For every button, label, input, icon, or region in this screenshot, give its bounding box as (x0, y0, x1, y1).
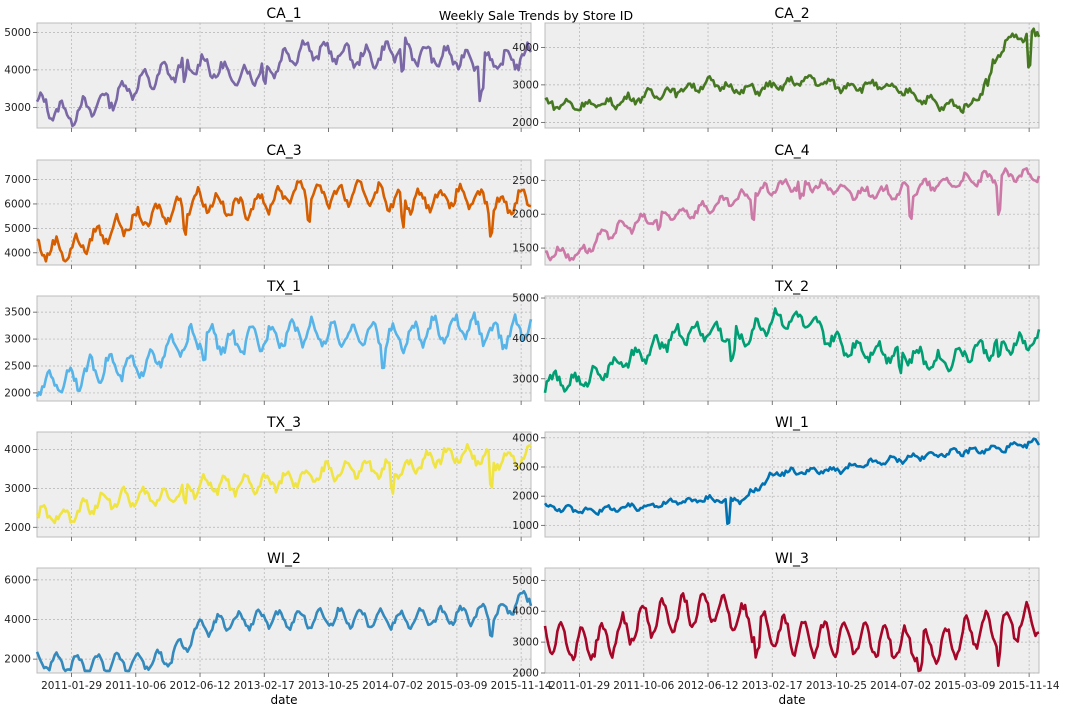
x-tick-label: 2015-11-14 (999, 680, 1060, 692)
figure-title: Weekly Sale Trends by Store ID (438, 8, 634, 23)
series-line-ca-1 (35, 36, 533, 128)
panel-ca-4: 1500 2000 2500 CA_4 (512, 143, 1041, 269)
series-line-tx-1 (35, 311, 533, 398)
y-tick-label: 2500 (512, 175, 539, 187)
y-tick-label: 2000 (4, 654, 31, 666)
y-tick-label: 3000 (4, 102, 31, 114)
series-line-tx-3 (35, 442, 532, 525)
panel-ca-1: 3000 4000 5000 CA_1 (4, 6, 533, 132)
y-tick-label: 3000 (4, 483, 31, 495)
plot-area (544, 22, 1040, 129)
x-tick-label: 2015-03-09 (934, 680, 995, 692)
x-tick-label: 2011-10-06 (613, 680, 674, 692)
y-tick-label: 4000 (512, 606, 539, 618)
panel-tx-3: 2000 3000 4000 TX_3 (4, 415, 532, 541)
panel-title: TX_2 (774, 279, 809, 295)
panel-wi-1: 1000 2000 3000 4000 WI_1 (512, 415, 1041, 541)
series-line-wi-2 (35, 589, 533, 673)
y-tick-label: 7000 (4, 174, 31, 186)
panel-title: CA_2 (774, 6, 809, 22)
panel-title: TX_3 (266, 415, 301, 431)
x-tick-label: 2013-02-17 (234, 680, 295, 692)
series-line-tx-2 (543, 307, 1041, 394)
x-tick-label: 2015-03-09 (426, 680, 487, 692)
y-tick-label: 3000 (512, 637, 539, 649)
y-tick-label: 3000 (512, 79, 539, 91)
series-line-wi-3 (543, 592, 1040, 673)
y-tick-label: 5000 (512, 293, 539, 305)
plot-area (36, 295, 532, 402)
x-tick-label: 2013-02-17 (742, 680, 803, 692)
panel-title: WI_3 (775, 551, 809, 567)
y-tick-label: 3500 (4, 307, 31, 319)
y-tick-label: 5000 (512, 575, 539, 587)
series-line-ca-4 (544, 167, 1041, 262)
panel-tx-2: 3000 4000 5000 TX_2 (512, 279, 1041, 405)
y-tick-label: 3000 (512, 462, 539, 474)
y-tick-label: 4000 (4, 614, 31, 626)
series-line-wi-1 (543, 437, 1041, 526)
y-tick-label: 2000 (4, 522, 31, 534)
panel-title: CA_4 (774, 143, 809, 159)
x-tick-label: 2011-01-29 (41, 680, 102, 692)
panel-title: WI_2 (267, 551, 301, 567)
y-tick-label: 4000 (512, 432, 539, 444)
y-tick-label: 5000 (4, 223, 31, 235)
y-tick-label: 4000 (512, 333, 539, 345)
y-tick-label: 4000 (4, 247, 31, 259)
series-line-ca-3 (36, 179, 532, 263)
y-tick-label: 4000 (4, 64, 31, 76)
y-tick-label: 6000 (4, 574, 31, 586)
y-tick-label: 2000 (512, 209, 539, 221)
y-tick-label: 4000 (512, 42, 539, 54)
y-tick-label: 1500 (512, 243, 539, 255)
y-tick-label: 1000 (512, 520, 539, 532)
y-tick-label: 2000 (512, 491, 539, 503)
x-tick-label: 2014-07-02 (870, 680, 931, 692)
y-tick-label: 3000 (4, 334, 31, 346)
x-tick-label: 2013-10-25 (806, 680, 867, 692)
panel-title: CA_3 (266, 143, 301, 159)
y-tick-label: 3000 (512, 373, 539, 385)
panel-tx-1: 2000 2500 3000 3500 TX_1 (4, 279, 533, 405)
x-tick-label: 2015-11-14 (491, 680, 552, 692)
x-axis-label: date (778, 693, 805, 707)
panel-wi-2: 2011-01-29 2011-10-06 2012-06-12 2013-02-17… (4, 551, 552, 707)
panel-title: TX_1 (266, 279, 301, 295)
panel-wi-3: 2011-01-29 2011-10-06 2012-06-12 2013-02-17… (512, 551, 1060, 707)
x-tick-label: 2011-10-06 (105, 680, 166, 692)
x-tick-label: 2011-01-29 (549, 680, 610, 692)
x-tick-label: 2012-06-12 (678, 680, 739, 692)
panel-title: WI_1 (775, 415, 809, 431)
panel-ca-2: 2000 3000 4000 CA_2 (512, 6, 1041, 132)
x-tick-label: 2014-07-02 (362, 680, 423, 692)
y-tick-label: 2000 (512, 668, 539, 680)
x-tick-label: 2013-10-25 (298, 680, 359, 692)
y-tick-label: 2000 (512, 117, 539, 129)
x-tick-label: 2012-06-12 (170, 680, 231, 692)
y-tick-label: 2500 (4, 361, 31, 373)
series-line-ca-2 (544, 27, 1041, 114)
y-tick-label: 4000 (4, 444, 31, 456)
plot-area (544, 159, 1040, 266)
x-axis-label: date (270, 693, 297, 707)
plot-area (36, 159, 532, 266)
panel-ca-3: 4000 5000 6000 7000 CA_3 (4, 143, 532, 269)
plot-area (36, 22, 532, 129)
y-tick-label: 2000 (4, 387, 31, 399)
panel-title: CA_1 (266, 6, 301, 22)
y-tick-label: 6000 (4, 198, 31, 210)
y-tick-label: 5000 (4, 27, 31, 39)
